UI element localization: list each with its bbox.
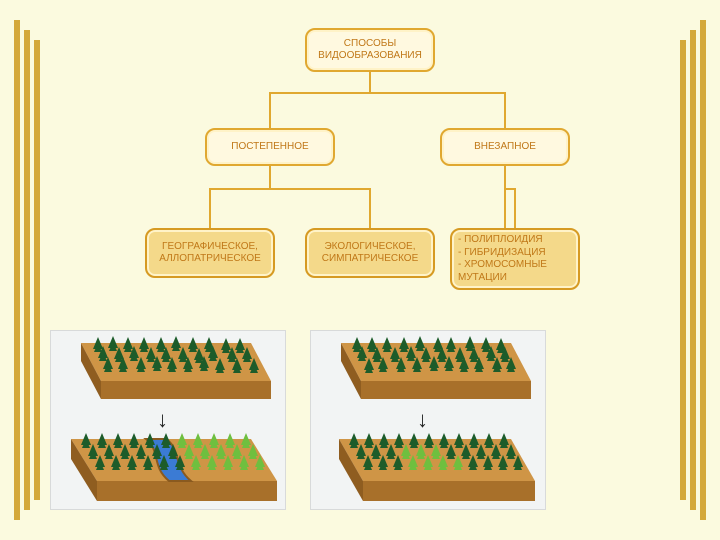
node-sudden-detail: - ПОЛИПЛОИДИЯ- ГИБРИДИЗАЦИЯ- ХРОМОСОМНЫЕ…: [450, 228, 580, 290]
illustration-allopatric: ↓: [50, 330, 286, 510]
node-sudden: ВНЕЗАПНОЕ: [440, 128, 570, 166]
frame-right: [678, 20, 706, 520]
node-gradual: ПОСТЕПЕННОЕ: [205, 128, 335, 166]
frame-left: [14, 20, 42, 520]
node-root: СПОСОБЫВИДООБРАЗОВАНИЯ: [305, 28, 435, 72]
node-ecological: ЭКОЛОГИЧЕСКОЕ,СИМПАТРИЧЕСКОЕ: [305, 228, 435, 278]
illustration-sympatric: ↓: [310, 330, 546, 510]
arrow-icon: ↓: [417, 407, 428, 433]
node-geographic: ГЕОГРАФИЧЕСКОЕ,АЛЛОПАТРИЧЕСКОЕ: [145, 228, 275, 278]
arrow-icon: ↓: [157, 407, 168, 433]
